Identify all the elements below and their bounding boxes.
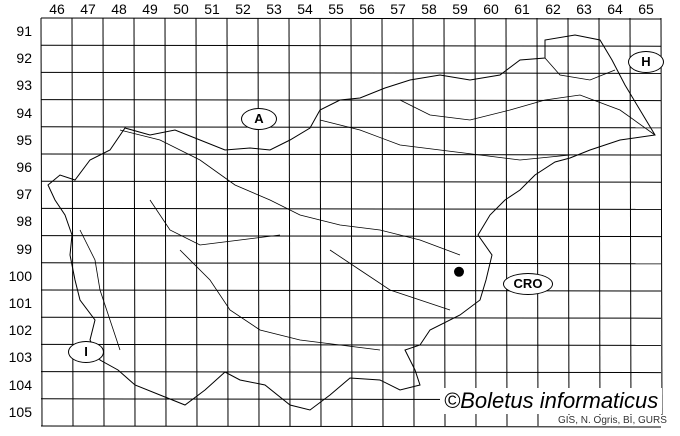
slovenia-border [47, 34, 656, 411]
grid-line-vertical [195, 17, 198, 427]
row-label: 96 [16, 159, 32, 175]
grid-line-vertical [505, 17, 508, 427]
column-label: 54 [297, 1, 313, 17]
row-label: 98 [16, 213, 32, 230]
grid-line-horizontal [40, 207, 662, 210]
river [179, 249, 381, 351]
row-label: 97 [16, 186, 32, 203]
grid-line-vertical [319, 17, 322, 427]
grid-line-vertical [350, 17, 353, 427]
row-label: 105 [8, 403, 32, 420]
grid-line-vertical [257, 17, 260, 427]
row-label: 94 [16, 104, 32, 121]
row-label: 103 [8, 349, 32, 366]
row-label: 99 [16, 240, 32, 257]
copyright-text: ©Boletus informaticus [440, 388, 663, 414]
grid-line-horizontal [40, 153, 662, 156]
grid-line-horizontal [40, 425, 662, 428]
grid-lines [40, 17, 663, 428]
grid-line-horizontal [40, 343, 662, 346]
river [399, 94, 656, 136]
grid-line-horizontal [40, 289, 662, 292]
grid-line-vertical [102, 17, 105, 427]
grid-line-vertical [164, 17, 167, 427]
column-label: 60 [483, 1, 499, 17]
row-label: 104 [8, 376, 32, 393]
grid-line-vertical [443, 17, 446, 427]
column-label: 50 [173, 1, 189, 17]
column-label: 55 [328, 1, 344, 17]
column-label: 61 [514, 1, 530, 17]
column-label: 47 [80, 1, 96, 17]
grid-line-vertical [629, 17, 632, 427]
column-label: 53 [266, 1, 282, 17]
river [319, 119, 571, 161]
row-label: 101 [8, 295, 32, 311]
grid-line-horizontal [40, 44, 662, 47]
river [79, 229, 121, 351]
grid-line-horizontal [40, 180, 662, 183]
grid-line-horizontal [40, 99, 662, 102]
grid-line-vertical [288, 17, 291, 427]
column-label: 49 [142, 1, 158, 17]
column-label: 59 [452, 1, 468, 17]
row-label: 92 [16, 50, 32, 67]
grid-line-vertical [660, 17, 663, 427]
rivers [79, 57, 656, 351]
river [329, 249, 451, 311]
grid-line-vertical [40, 17, 43, 427]
river [544, 57, 616, 81]
grid-line-horizontal [40, 71, 662, 74]
column-label: 63 [576, 1, 592, 17]
row-label: 100 [8, 267, 32, 284]
column-label: 62 [545, 1, 561, 17]
column-label: 64 [607, 1, 623, 17]
row-label: 95 [16, 131, 32, 148]
river [149, 199, 281, 246]
column-label: 58 [421, 1, 437, 17]
grid-line-horizontal [40, 262, 662, 265]
grid-line-vertical [567, 17, 570, 427]
column-label: 51 [204, 1, 220, 17]
country-label-austria: A [241, 108, 277, 130]
country-label-italy: I [68, 341, 104, 363]
column-label: 56 [359, 1, 375, 17]
row-label: 93 [16, 77, 32, 94]
river [119, 129, 461, 256]
country-label-hungary: H [628, 51, 664, 73]
credit-text: GIS, N. Ogris, BI, GURS [556, 415, 669, 426]
grid-line-horizontal [40, 316, 662, 319]
column-label: 57 [390, 1, 406, 17]
column-label: 46 [49, 1, 65, 17]
grid-line-vertical [71, 17, 74, 427]
row-label: 102 [8, 322, 32, 339]
grid-line-vertical [381, 17, 384, 427]
grid-line-horizontal [40, 371, 662, 374]
row-label: 91 [16, 23, 32, 39]
column-label: 48 [111, 1, 127, 17]
column-label: 52 [235, 1, 251, 17]
grid-line-horizontal [40, 235, 662, 238]
grid-line-horizontal [40, 17, 662, 20]
grid-line-vertical [536, 17, 539, 427]
grid-line-vertical [226, 17, 229, 427]
grid-line-vertical [133, 17, 136, 427]
grid-line-vertical [474, 17, 477, 427]
record-dot [454, 266, 464, 277]
grid-line-vertical [598, 17, 601, 427]
column-label: 65 [638, 1, 654, 17]
country-label-croatia: CRO [503, 273, 553, 295]
grid-line-vertical [412, 17, 415, 427]
grid-line-horizontal [40, 126, 662, 129]
